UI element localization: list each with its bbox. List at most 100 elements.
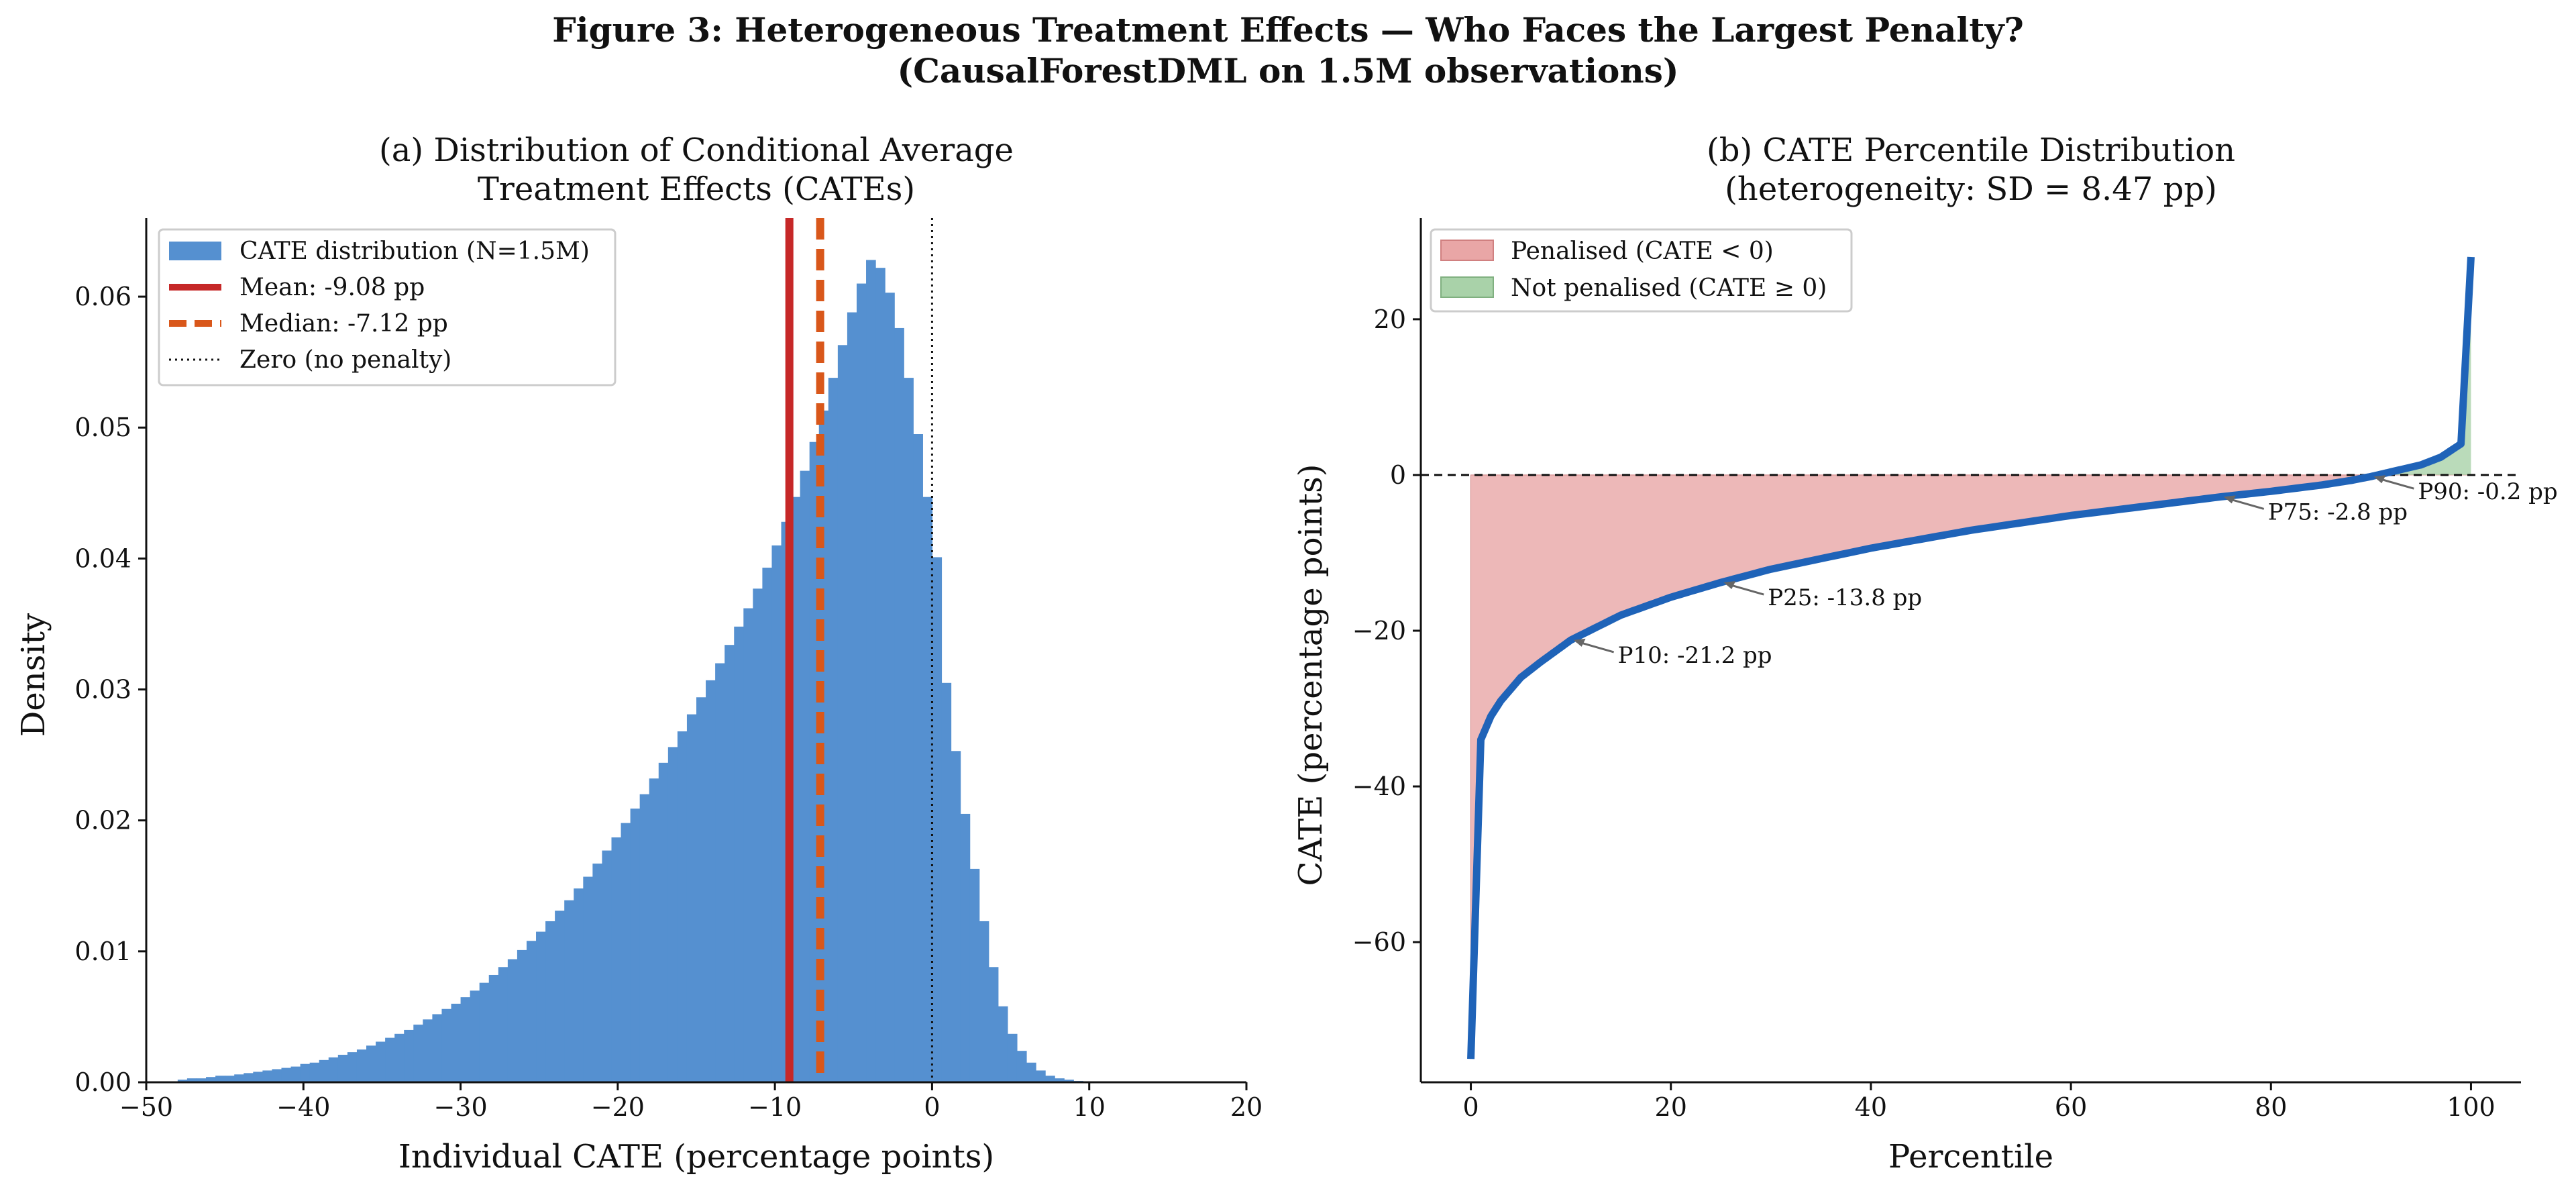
histogram-bar xyxy=(602,850,612,1082)
histogram-bar xyxy=(319,1059,329,1082)
penalised-area xyxy=(1470,474,2471,1059)
histogram-bar xyxy=(771,545,782,1082)
histogram-bar xyxy=(913,434,923,1082)
x-tick-label: −30 xyxy=(433,1092,487,1122)
legend-label-mean: Mean: -9.08 pp xyxy=(239,274,425,301)
histogram-bar xyxy=(206,1077,216,1082)
panel-a-reference-lines xyxy=(785,218,933,1082)
histogram-bar xyxy=(488,974,499,1082)
histogram-bar xyxy=(904,378,914,1082)
histogram-bar xyxy=(536,931,546,1082)
histogram-bar xyxy=(800,470,810,1082)
panel-a-legend-frame xyxy=(158,228,616,386)
annotation-label: P25: -13.8 pp xyxy=(1768,584,1922,611)
histogram-bar xyxy=(1016,1051,1027,1082)
histogram-bar xyxy=(470,990,480,1082)
panel-a-x-axis-label: Individual CATE (percentage points) xyxy=(398,1138,994,1176)
histogram-bar xyxy=(366,1045,376,1082)
x-tick-label: −50 xyxy=(119,1092,173,1122)
histogram-bar xyxy=(300,1063,311,1082)
annotation-arrowhead xyxy=(1723,581,1736,590)
histogram-bar xyxy=(894,327,904,1083)
histogram-bar xyxy=(225,1076,235,1082)
panel-a: (a) Distribution of Conditional Average … xyxy=(15,132,1263,1176)
histogram-bar xyxy=(281,1068,292,1082)
histogram-bar xyxy=(479,982,490,1082)
histogram-bar xyxy=(394,1033,405,1082)
histogram-bar xyxy=(451,1003,462,1082)
histogram-bar xyxy=(639,794,650,1082)
histogram-bar xyxy=(696,697,706,1082)
histogram-bar xyxy=(715,663,725,1082)
legend-swatch-histogram xyxy=(169,242,221,260)
panel-a-axes xyxy=(145,218,1246,1084)
panel-b: (b) CATE Percentile Distribution (hetero… xyxy=(1292,132,2558,1176)
x-tick-label: 100 xyxy=(2447,1092,2496,1122)
panel-b-annotations: P10: -21.2 pp P25: -13.8 pp P75: -2.8 pp P9… xyxy=(1573,475,2558,669)
histogram-bar xyxy=(932,557,943,1082)
histogram-bar xyxy=(215,1076,225,1082)
legend-label-zero: Zero (no penalty) xyxy=(239,346,451,374)
histogram-bar xyxy=(885,293,895,1083)
legend-label-not-penalised: Not penalised (CATE ≥ 0) xyxy=(1511,274,1827,302)
histogram-bar xyxy=(951,751,961,1082)
histogram-bar xyxy=(526,941,537,1082)
x-tick-label: 60 xyxy=(2055,1092,2087,1122)
x-tick-label: 20 xyxy=(1655,1092,1687,1122)
panel-b-legend: Penalised (CATE < 0) Not penalised (CATE… xyxy=(1430,228,1853,313)
x-tick-label: 40 xyxy=(1855,1092,1887,1122)
histogram-bar xyxy=(667,747,678,1082)
histogram-bar xyxy=(753,588,763,1082)
histogram-bar xyxy=(1026,1062,1036,1082)
x-tick-label: 80 xyxy=(2255,1092,2287,1122)
histogram-bar xyxy=(1064,1080,1074,1082)
figure-title-line1: Figure 3: Heterogeneous Treatment Effect… xyxy=(552,10,2024,50)
histogram-bar xyxy=(762,568,773,1082)
panel-a-title-line1: (a) Distribution of Conditional Average xyxy=(379,132,1014,169)
histogram-bar xyxy=(186,1078,197,1082)
panel-a-title-line2: Treatment Effects (CATEs) xyxy=(478,170,915,208)
histogram-bar xyxy=(734,626,744,1082)
histogram-bar xyxy=(828,378,839,1082)
panel-b-title-line2: (heterogeneity: SD = 8.47 pp) xyxy=(1725,170,2217,208)
histogram-bar xyxy=(413,1025,423,1082)
histogram-bar xyxy=(583,876,593,1082)
histogram-bar xyxy=(337,1055,348,1082)
histogram-bar xyxy=(262,1070,273,1082)
histogram-bar xyxy=(309,1062,320,1082)
panel-b-title-line1: (b) CATE Percentile Distribution xyxy=(1707,132,2235,169)
x-tick-label: 20 xyxy=(1230,1092,1263,1122)
histogram-bar xyxy=(941,682,952,1082)
histogram-bar xyxy=(234,1074,244,1082)
histogram-bar xyxy=(922,497,933,1082)
legend-swatch-not-penalised xyxy=(1440,276,1494,298)
histogram-bar xyxy=(517,949,527,1082)
legend-label-median: Median: -7.12 pp xyxy=(239,310,448,337)
legend-label-penalised: Penalised (CATE < 0) xyxy=(1511,238,1774,265)
x-tick-label: 0 xyxy=(1462,1092,1479,1122)
histogram-bar xyxy=(988,967,999,1082)
histogram-bar xyxy=(441,1008,452,1082)
annotation-arrowhead xyxy=(2373,475,2386,484)
histogram-bar xyxy=(724,645,735,1082)
histogram-bar xyxy=(706,680,716,1082)
histogram-bar xyxy=(196,1078,207,1082)
annotation-label: P10: -21.2 pp xyxy=(1618,642,1772,669)
histogram-bar xyxy=(432,1014,443,1082)
panel-b-x-axis-label: Percentile xyxy=(1888,1138,2053,1176)
y-tick-label: 0.03 xyxy=(74,675,131,705)
histogram-bar xyxy=(507,959,518,1082)
histogram-bar xyxy=(1036,1070,1046,1082)
panel-b-axes xyxy=(1419,218,2521,1084)
histogram-bar xyxy=(177,1080,188,1082)
panel-a-y-axis-label: Density xyxy=(15,613,52,737)
y-tick-label: 0.01 xyxy=(74,937,131,966)
y-tick-label: 0.04 xyxy=(74,543,131,573)
histogram-bar xyxy=(498,967,508,1082)
histogram-bar xyxy=(592,864,603,1082)
figure-title-line2: (CausalForestDML on 1.5M observations) xyxy=(897,51,1679,91)
panel-b-ticks: 0 20 40 60 80 100 −60 −40 −20 0 20 xyxy=(1352,305,2496,1122)
x-tick-label: −10 xyxy=(748,1092,802,1122)
histogram-bar xyxy=(460,997,471,1082)
panel-a-histogram xyxy=(177,260,1083,1083)
